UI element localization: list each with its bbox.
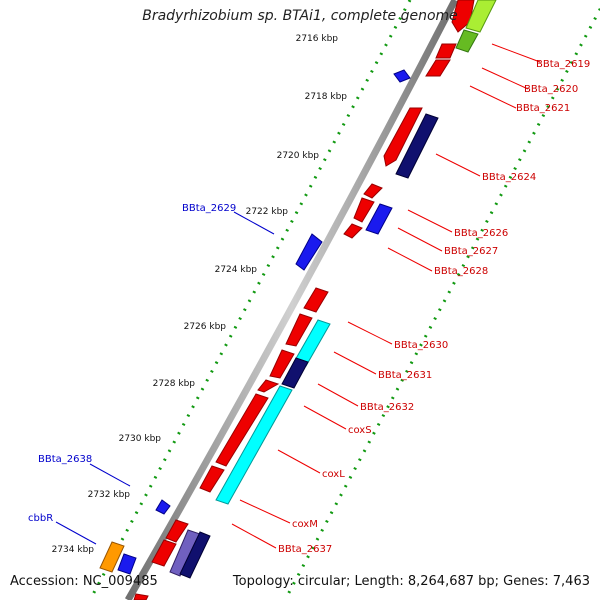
gene-dark-blue-1[interactable] [395, 113, 439, 179]
gene-bbta-2630a[interactable] [303, 287, 329, 313]
gene-label-bbta-2637[interactable]: BBta_2637 [278, 544, 332, 555]
accession-text: Accession: NC_009485 [10, 574, 158, 589]
gene-cox-region-c[interactable] [199, 465, 225, 493]
gene-label-coxl[interactable]: coxL [322, 469, 345, 480]
gene-bbta-2621[interactable] [425, 59, 451, 77]
gene-cox-region-a[interactable] [257, 379, 280, 393]
kbp-tick-label: 2732 kbp [88, 490, 131, 500]
kbp-tick-label: 2734 kbp [52, 545, 95, 555]
gene-label-cbbr[interactable]: cbbR [28, 513, 53, 524]
gene-bbta-2628[interactable] [343, 223, 363, 239]
kbp-tick-label: 2728 kbp [153, 379, 196, 389]
gene-dark-blue-3[interactable] [179, 531, 211, 579]
gene-green-2[interactable] [455, 29, 479, 53]
gene-dark-blue-2[interactable] [281, 357, 309, 389]
gene-label-bbta-2631[interactable]: BBta_2631 [378, 370, 432, 381]
gene-label-coxm[interactable]: coxM [292, 519, 318, 530]
gene-cbbr[interactable] [99, 541, 125, 573]
gene-blue-bottom[interactable] [117, 553, 137, 575]
gene-bbta-2619[interactable] [451, 0, 475, 33]
genome-title: Bradyrhizobium sp. BTAi1, complete genom… [142, 8, 458, 24]
gene-bbta-2630b[interactable] [285, 313, 313, 347]
gene-purple[interactable] [169, 529, 201, 577]
inner-dotted-guide [283, 6, 600, 600]
gene-label-bbta-2619[interactable]: BBta_2619 [536, 59, 590, 70]
right-label-group: BBta_2619 BBta_2620 BBta_2621 BBta_2624 … [278, 59, 590, 555]
gene-bbta-2620[interactable] [435, 43, 457, 59]
gene-bbta-2637a[interactable] [165, 519, 189, 543]
outer-dotted-guide [88, 0, 412, 600]
kbp-ruler: 2716 kbp 2718 kbp 2720 kbp 2722 kbp 2724… [52, 34, 348, 555]
kbp-tick-label: 2726 kbp [184, 322, 227, 332]
gene-green-1[interactable] [465, 0, 497, 33]
left-label-group: BBta_2629 BBta_2638 cbbR [28, 203, 236, 524]
gene-blue-1[interactable] [365, 203, 393, 235]
left-leaders [55, 211, 275, 545]
gene-bbta-2624[interactable] [383, 107, 423, 167]
gene-bbta-2626a[interactable] [363, 183, 383, 199]
kbp-tick-label: 2718 kbp [305, 92, 348, 102]
kbp-tick-label: 2730 kbp [119, 434, 162, 444]
gene-label-bbta-2626[interactable]: BBta_2626 [454, 228, 508, 239]
gene-bbta-2638[interactable] [155, 499, 171, 515]
gene-label-bbta-2624[interactable]: BBta_2624 [482, 172, 536, 183]
gene-label-bbta-2638[interactable]: BBta_2638 [38, 454, 92, 465]
kbp-tick-label: 2716 kbp [296, 34, 339, 44]
gene-bbta-2637b[interactable] [151, 539, 177, 567]
gene-label-bbta-2621[interactable]: BBta_2621 [516, 103, 570, 114]
gene-cyan-2[interactable] [215, 385, 293, 505]
gene-label-bbta-2627[interactable]: BBta_2627 [444, 246, 498, 257]
gene-label-bbta-2628[interactable]: BBta_2628 [434, 266, 488, 277]
forward-genes [133, 0, 475, 600]
other-genes [99, 0, 497, 579]
gene-bbta-2626b[interactable] [353, 197, 375, 223]
gene-label-bbta-2629[interactable]: BBta_2629 [182, 203, 236, 214]
kbp-tick-label: 2722 kbp [246, 207, 289, 217]
gene-label-coxs[interactable]: coxS [348, 425, 372, 436]
gene-label-bbta-2620[interactable]: BBta_2620 [524, 84, 578, 95]
kbp-tick-label: 2724 kbp [215, 265, 258, 275]
gene-blue-2721[interactable] [393, 69, 411, 83]
gene-cox-region-b[interactable] [215, 393, 269, 467]
gene-label-bbta-2630[interactable]: BBta_2630 [394, 340, 448, 351]
topology-text: Topology: circular; Length: 8,264,687 bp… [232, 574, 590, 589]
gene-label-bbta-2632[interactable]: BBta_2632 [360, 402, 414, 413]
gene-bbta-2629[interactable] [295, 233, 323, 271]
gene-bbta-2631[interactable] [269, 349, 295, 379]
kbp-tick-label: 2720 kbp [277, 151, 320, 161]
genome-backbone [124, 0, 459, 600]
right-leaders [231, 43, 541, 549]
gene-bottom[interactable] [133, 593, 149, 600]
